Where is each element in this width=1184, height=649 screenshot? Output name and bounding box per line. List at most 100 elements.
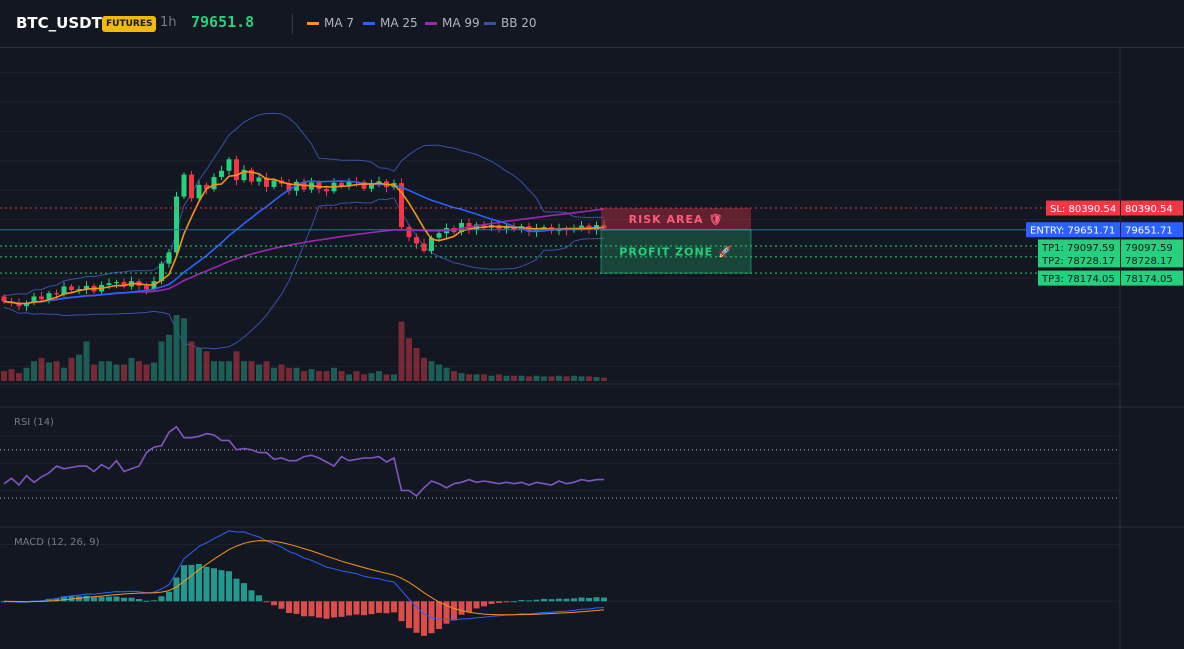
candle-body	[121, 282, 127, 287]
macd-hist-bar	[578, 597, 585, 602]
macd-hist-bar	[563, 598, 570, 602]
price-grid	[0, 72, 1120, 367]
entry-tag	[1026, 222, 1120, 238]
candle-body	[436, 233, 442, 238]
candle-body	[144, 285, 149, 290]
volume-bar	[398, 321, 405, 381]
candle-body	[226, 159, 232, 171]
macd-hist-bar	[346, 601, 352, 616]
volume-bar	[53, 361, 60, 381]
volume-bar	[211, 361, 217, 381]
macd-hist-bar	[308, 601, 315, 617]
bb-upper	[3, 112, 605, 297]
chart-header: BTC_USDT FUTURES 1h 79651.8 MA 7 MA 25 M…	[0, 0, 1184, 48]
volume-bar	[383, 374, 390, 381]
volume-bar	[518, 375, 525, 381]
candle-body	[114, 282, 119, 284]
rsi-pane[interactable]: RSI (14)	[0, 408, 1184, 528]
profit-zone-box[interactable]	[600, 229, 752, 274]
candle-body	[256, 177, 262, 182]
entry-price-tag	[1121, 222, 1183, 238]
candle-body	[504, 227, 509, 229]
tp1-price-tag	[1121, 239, 1183, 255]
macd-hist-bar	[173, 577, 180, 602]
candle-body	[39, 296, 44, 300]
volume-bar	[338, 371, 345, 381]
volume-bar	[151, 362, 157, 381]
volume-bar	[376, 371, 382, 381]
candle-body	[84, 285, 89, 290]
time-axis[interactable]	[0, 383, 1184, 408]
rsi-line	[3, 425, 604, 497]
ma25-line	[3, 180, 605, 305]
candle-body	[181, 174, 187, 197]
macd-title: MACD (12, 26, 9)	[14, 537, 100, 548]
macd-hist-bar	[398, 601, 405, 622]
volume-bar	[556, 375, 562, 381]
sl-price-tag	[1121, 200, 1183, 216]
tp2-tag	[1038, 252, 1120, 268]
macd-hist-bar	[436, 601, 442, 629]
candle-body	[294, 181, 299, 191]
macd-hist-bar	[301, 601, 307, 617]
legend-ma99[interactable]: MA 99	[425, 16, 480, 30]
bb-lower	[3, 197, 605, 350]
candle-body	[54, 293, 59, 295]
legend-ma25[interactable]: MA 25	[363, 16, 418, 30]
volume-bar	[503, 375, 510, 381]
macd-hist-bar	[53, 598, 60, 602]
macd-hist-bar	[323, 601, 330, 619]
volume-bar	[16, 373, 22, 381]
candle-body	[601, 225, 607, 229]
macd-hist-bar	[98, 596, 105, 602]
volume-bar	[38, 357, 45, 381]
legend-bb20[interactable]: BB 20	[484, 16, 537, 30]
volume-bar	[113, 364, 120, 381]
rsi-title: RSI (14)	[14, 417, 54, 428]
macd-pane[interactable]: MACD (12, 26, 9)	[0, 528, 1184, 649]
macd-hist-bar	[203, 566, 210, 602]
volume-bar	[233, 351, 240, 381]
candle-body	[234, 159, 239, 181]
macd-hist-bar	[83, 595, 90, 602]
candle-body	[24, 302, 29, 307]
candle-body	[324, 188, 329, 192]
macd-hist-bar	[473, 601, 480, 609]
risk-area-box[interactable]	[601, 208, 751, 230]
legend-ma7[interactable]: MA 7	[307, 16, 354, 30]
volume-bar	[593, 377, 600, 381]
candle-body	[429, 237, 434, 251]
macd-hist-bar	[166, 591, 172, 602]
macd-hist-bar	[571, 598, 577, 602]
macd-hist-bar	[331, 601, 337, 618]
volume-bar	[488, 375, 495, 381]
candle-body	[271, 180, 277, 187]
macd-hist-bar	[188, 564, 195, 602]
macd-hist-bar	[136, 598, 142, 602]
ma7-line	[3, 170, 605, 305]
price-chart[interactable]: RISK AREA 🛡 PROFIT ZONE 🚀 SL: 80390.54 8…	[0, 48, 1184, 408]
volume-bar	[526, 376, 532, 381]
candle-body	[1, 296, 7, 302]
macd-hist-bar	[466, 601, 472, 613]
macd-hist-bar	[548, 599, 555, 602]
macd-hist-bar	[556, 598, 562, 602]
macd-grid	[0, 544, 1120, 602]
macd-hist-bar	[196, 563, 202, 602]
candle-body	[249, 169, 254, 182]
tp1-price-value: 79097.59	[1125, 243, 1173, 254]
ma7-swatch	[307, 21, 319, 25]
volume-bar	[31, 361, 37, 381]
macd-hist-bar	[353, 601, 360, 615]
symbol-label[interactable]: BTC_USDT	[16, 14, 102, 32]
macd-signal-line	[3, 540, 605, 616]
macd-hist-bar	[211, 568, 217, 602]
volume-bar	[271, 367, 277, 381]
macd-hist-bar	[593, 597, 600, 602]
volume-bar	[548, 376, 555, 381]
volume-bar	[406, 338, 412, 381]
volume-bar	[458, 373, 465, 381]
timeframe-label[interactable]: 1h	[160, 15, 177, 30]
candle-body	[219, 170, 224, 177]
candle-body	[406, 227, 412, 238]
